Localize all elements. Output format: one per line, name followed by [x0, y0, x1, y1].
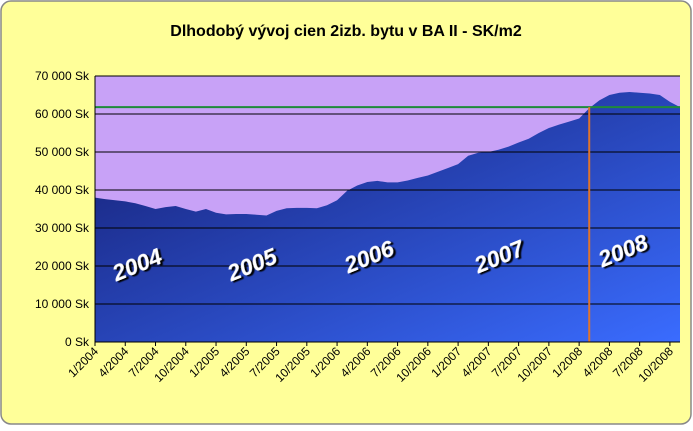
- y-tick-label: 30 000 Sk: [35, 221, 90, 235]
- y-tick-label: 50 000 Sk: [35, 145, 90, 159]
- y-tick-label: 40 000 Sk: [35, 183, 90, 197]
- chart-title: Dlhodobý vývoj cien 2izb. bytu v BA II -…: [170, 23, 522, 40]
- y-tick-label: 20 000 Sk: [35, 259, 90, 273]
- y-tick-label: 0 Sk: [65, 335, 90, 349]
- y-tick-label: 10 000 Sk: [35, 297, 90, 311]
- area: [95, 91, 680, 343]
- y-tick-label: 60 000 Sk: [35, 107, 90, 121]
- y-tick-label: 70 000 Sk: [35, 69, 90, 83]
